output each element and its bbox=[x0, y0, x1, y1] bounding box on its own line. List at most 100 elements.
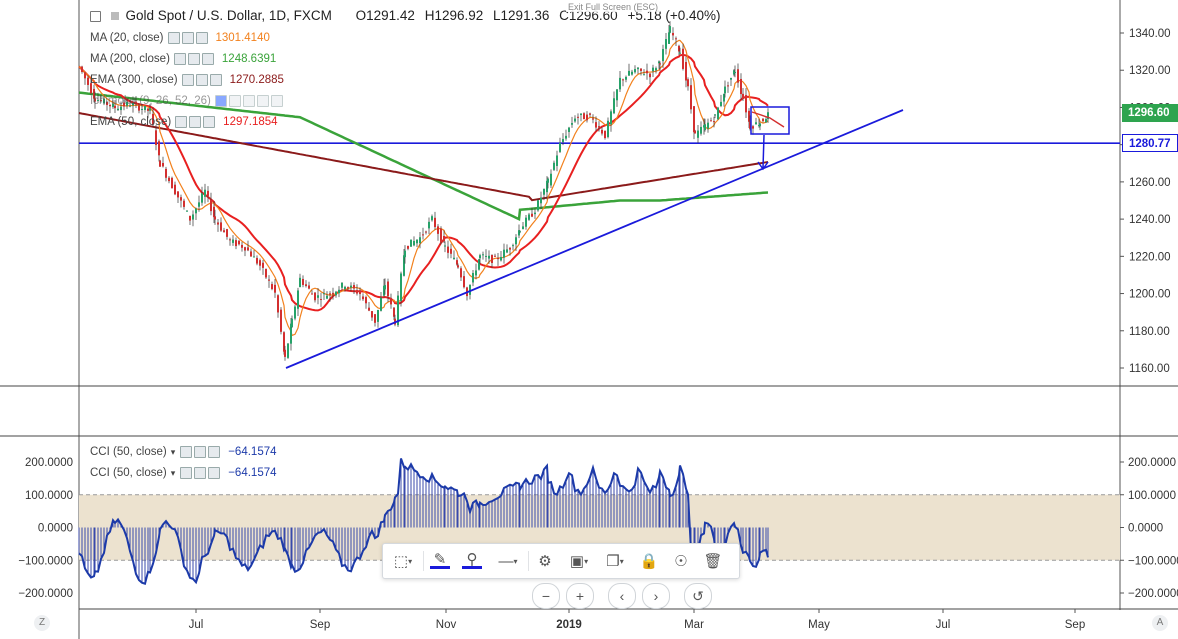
legend-ichimoku[interactable]: Ichimoku (9, 26, 52, 26) bbox=[90, 95, 285, 107]
gear-icon[interactable] bbox=[187, 53, 200, 65]
chart-navigation: − + ‹ › ↺ bbox=[532, 583, 712, 609]
close-icon[interactable] bbox=[208, 446, 221, 458]
legend-toggle-icon[interactable] bbox=[167, 32, 180, 44]
candle-body bbox=[472, 272, 474, 283]
legend-toggle-icon[interactable] bbox=[180, 467, 193, 479]
lock-icon[interactable]: 🔒 bbox=[639, 553, 659, 570]
cci-tick-label-right: 0.0000 bbox=[1128, 523, 1163, 535]
braces-icon[interactable] bbox=[242, 95, 255, 107]
candle-body bbox=[335, 291, 337, 296]
gear-icon[interactable] bbox=[181, 32, 194, 44]
candle-body bbox=[704, 124, 706, 131]
drawn-projection-line bbox=[751, 111, 785, 128]
candle-body bbox=[393, 307, 395, 317]
candle-body bbox=[419, 237, 421, 244]
close-icon[interactable] bbox=[195, 32, 208, 44]
candle-body bbox=[271, 284, 273, 290]
zoom-corner-button[interactable]: Z bbox=[34, 615, 50, 631]
legend-cci-1[interactable]: CCI (50, close) ▾ −64.1574 bbox=[90, 446, 277, 458]
candle-body bbox=[742, 93, 744, 100]
candle-body bbox=[469, 284, 471, 295]
reset-chart-button[interactable]: ↺ bbox=[684, 583, 712, 609]
candle-body bbox=[515, 237, 517, 245]
fill-bucket-icon[interactable]: ⚲ bbox=[456, 546, 488, 576]
zoom-in-button[interactable]: + bbox=[566, 583, 594, 609]
more-icon[interactable] bbox=[256, 95, 269, 107]
candle-body bbox=[204, 189, 206, 197]
legend-toggle-icon[interactable] bbox=[173, 53, 186, 65]
candle-body bbox=[413, 240, 415, 246]
legend-ma200[interactable]: MA (200, close) 1248.6391 bbox=[90, 53, 276, 65]
line-style-icon[interactable]: — ▾ bbox=[498, 552, 518, 570]
legend-name: EMA (300, close) bbox=[90, 74, 178, 86]
legend-toggle-icon[interactable] bbox=[214, 95, 227, 107]
scroll-left-button[interactable]: ‹ bbox=[608, 583, 636, 609]
candle-body bbox=[717, 107, 719, 120]
candle-body bbox=[637, 67, 639, 70]
close-icon[interactable] bbox=[209, 74, 222, 86]
candle-body bbox=[384, 285, 386, 290]
drawing-toolbar[interactable]: ⬚ ▾ ✎ ⚲ — ▾ ⚙ ▣ ▾ ❐ ▾ 🔒 ☉ 🗑 bbox=[382, 543, 740, 579]
gear-icon[interactable] bbox=[194, 446, 207, 458]
copy-icon[interactable]: ❐ ▾ bbox=[606, 553, 624, 570]
chevron-down-icon[interactable]: ▾ bbox=[170, 467, 176, 478]
close-icon[interactable] bbox=[270, 95, 283, 107]
legend-ema50[interactable]: EMA (50, close) 1297.1854 bbox=[90, 116, 278, 128]
eye-icon[interactable]: ☉ bbox=[674, 553, 688, 570]
legend-toggle-icon[interactable] bbox=[175, 116, 188, 128]
horizontal-line-price-tag[interactable]: 1280.77 bbox=[1122, 134, 1178, 152]
gear-icon[interactable] bbox=[189, 116, 202, 128]
candle-body bbox=[141, 108, 143, 110]
rectangle-select-icon[interactable]: ⬚ ▾ bbox=[393, 553, 413, 570]
candle-body bbox=[226, 229, 228, 237]
trash-icon[interactable]: 🗑 bbox=[703, 553, 723, 570]
candle-body bbox=[217, 222, 219, 225]
gear-icon[interactable] bbox=[228, 95, 241, 107]
candle-body bbox=[745, 95, 747, 113]
candle-body bbox=[259, 260, 261, 266]
candle-body bbox=[112, 103, 114, 108]
legend-value: 1270.2885 bbox=[229, 74, 284, 86]
chevron-down-icon[interactable]: ▾ bbox=[170, 446, 176, 457]
gear-icon[interactable] bbox=[194, 467, 207, 479]
candle-body bbox=[365, 297, 367, 304]
gold-symbol-icon bbox=[110, 12, 119, 20]
legend-cci-2[interactable]: CCI (50, close) ▾ −64.1574 bbox=[90, 467, 277, 479]
gear-icon[interactable] bbox=[195, 74, 208, 86]
exit-fullscreen-hint[interactable]: Exit Full Screen (ESC) bbox=[566, 2, 661, 12]
zoom-out-button[interactable]: − bbox=[532, 583, 560, 609]
candle-body bbox=[730, 77, 732, 80]
legend-toggle-icon[interactable] bbox=[181, 74, 194, 86]
candle-body bbox=[540, 197, 542, 204]
scroll-right-button[interactable]: › bbox=[642, 583, 670, 609]
candle-body bbox=[317, 295, 319, 298]
auto-scale-button[interactable]: A bbox=[1152, 615, 1168, 631]
candle-body bbox=[543, 189, 545, 195]
collapse-icon[interactable] bbox=[90, 10, 101, 22]
candle-body bbox=[547, 178, 549, 183]
candle-body bbox=[453, 257, 455, 260]
candle-body bbox=[440, 228, 442, 243]
gear-icon[interactable]: ⚙ bbox=[538, 553, 552, 570]
candle-body bbox=[244, 247, 246, 251]
candle-body bbox=[494, 255, 496, 257]
candle-body bbox=[460, 268, 462, 278]
legend-ema300[interactable]: EMA (300, close) 1270.2885 bbox=[90, 74, 284, 86]
candle-body bbox=[613, 98, 615, 114]
close-icon[interactable] bbox=[201, 53, 214, 65]
close-icon[interactable] bbox=[203, 116, 216, 128]
current-price-tag: 1296.60 bbox=[1122, 104, 1178, 122]
candle-body bbox=[568, 127, 570, 132]
legend-toggle-icon[interactable] bbox=[180, 446, 193, 458]
layers-icon[interactable]: ▣ ▾ bbox=[569, 553, 589, 570]
legend-ma20[interactable]: MA (20, close) 1301.4140 bbox=[90, 32, 270, 44]
candle-body bbox=[407, 245, 409, 249]
close-icon[interactable] bbox=[208, 467, 221, 479]
candle-body bbox=[198, 202, 200, 207]
candle-body bbox=[634, 69, 636, 73]
symbol-title[interactable]: Gold Spot / U.S. Dollar, 1D, FXCM bbox=[125, 8, 332, 23]
candle-body bbox=[616, 89, 618, 101]
pencil-icon[interactable]: ✎ bbox=[424, 546, 456, 576]
candle-body bbox=[347, 287, 349, 289]
